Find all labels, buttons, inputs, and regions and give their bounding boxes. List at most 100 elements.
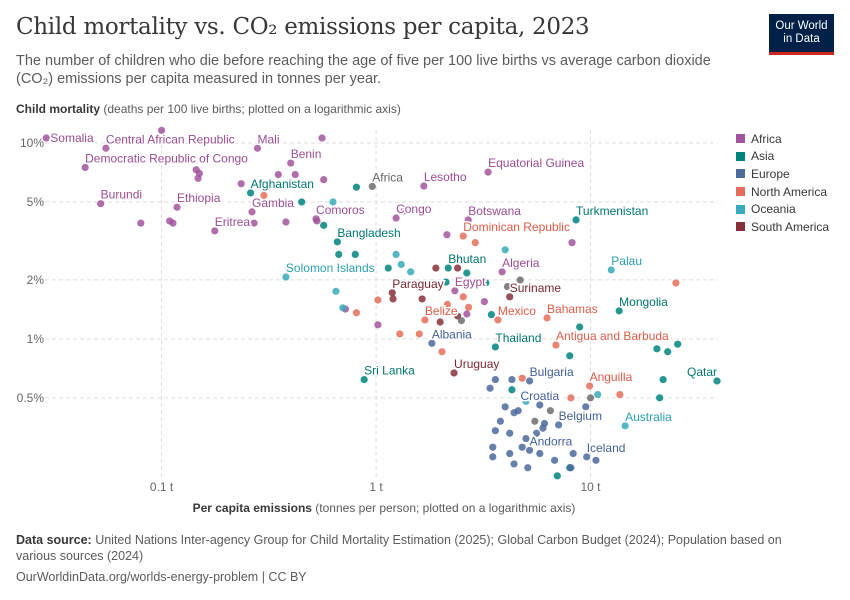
data-point[interactable]	[487, 311, 496, 319]
data-point[interactable]	[432, 264, 440, 272]
data-point-antigua-and-barbuda[interactable]	[552, 341, 560, 349]
data-point[interactable]	[457, 317, 466, 325]
data-point-dominican-republic[interactable]	[459, 232, 467, 240]
data-point-lesotho[interactable]	[420, 182, 428, 190]
data-point[interactable]	[389, 295, 397, 303]
legend-item-asia[interactable]: Asia	[736, 148, 829, 166]
data-point[interactable]	[653, 345, 661, 353]
data-point-mongolia[interactable]	[615, 307, 623, 315]
data-point[interactable]	[463, 310, 471, 318]
legend-item-oceania[interactable]: Oceania	[736, 200, 829, 218]
data-point[interactable]	[539, 424, 547, 432]
data-point[interactable]	[318, 134, 326, 142]
data-point[interactable]	[329, 198, 337, 206]
data-point-iceland[interactable]	[583, 453, 591, 461]
data-point-albania[interactable]	[428, 339, 436, 347]
data-point-bhutan[interactable]	[444, 264, 452, 272]
data-point-benin[interactable]	[287, 159, 295, 167]
data-point[interactable]	[594, 390, 602, 399]
data-point-uruguay[interactable]	[450, 369, 458, 377]
data-point[interactable]	[463, 269, 471, 277]
data-point[interactable]	[508, 386, 516, 394]
data-point[interactable]	[551, 456, 559, 464]
data-point[interactable]	[443, 231, 451, 239]
data-point[interactable]	[453, 264, 462, 272]
data-point-thailand[interactable]	[491, 343, 499, 351]
data-point-suriname[interactable]	[506, 293, 514, 301]
data-point[interactable]	[508, 375, 516, 384]
data-point[interactable]	[392, 250, 400, 258]
data-point[interactable]	[536, 449, 544, 458]
data-point[interactable]	[282, 218, 290, 226]
data-point[interactable]	[567, 394, 575, 402]
data-point[interactable]	[501, 246, 509, 254]
data-point[interactable]	[567, 464, 575, 472]
data-point-mali[interactable]	[253, 144, 262, 152]
data-point[interactable]	[496, 417, 505, 425]
data-point[interactable]	[518, 374, 526, 382]
data-point[interactable]	[415, 330, 423, 338]
data-point[interactable]	[503, 282, 512, 291]
data-point-democratic-republic-of-congo[interactable]	[81, 163, 89, 172]
data-point[interactable]	[384, 264, 392, 272]
data-point-solomon-islands[interactable]	[282, 273, 290, 281]
data-point[interactable]	[291, 170, 299, 179]
data-point[interactable]	[438, 348, 446, 356]
data-point[interactable]	[464, 303, 473, 311]
data-point[interactable]	[506, 429, 514, 437]
data-point-anguilla[interactable]	[585, 382, 594, 390]
data-point[interactable]	[586, 394, 595, 402]
data-point-africa[interactable]	[368, 182, 376, 191]
data-point[interactable]	[320, 176, 328, 184]
legend-item-africa[interactable]: Africa	[736, 130, 829, 148]
data-point-burundi[interactable]	[97, 200, 105, 208]
data-point[interactable]	[436, 318, 444, 326]
data-point-australia[interactable]	[621, 422, 629, 430]
data-point-ethiopia[interactable]	[173, 203, 181, 211]
data-point[interactable]	[656, 394, 664, 402]
data-point[interactable]	[516, 276, 524, 284]
data-point[interactable]	[664, 348, 672, 356]
data-point[interactable]	[532, 429, 541, 437]
data-point[interactable]	[274, 170, 282, 179]
legend-item-europe[interactable]: Europe	[736, 165, 829, 183]
data-point[interactable]	[352, 183, 361, 191]
data-point-bangladesh[interactable]	[333, 238, 341, 246]
data-point[interactable]	[298, 198, 306, 206]
data-point[interactable]	[522, 434, 530, 443]
data-point-equatorial-guinea[interactable]	[484, 168, 492, 176]
data-point[interactable]	[582, 403, 590, 411]
data-point-belgium[interactable]	[555, 421, 563, 429]
data-point[interactable]	[531, 417, 539, 425]
data-point-sri-lanka[interactable]	[360, 375, 368, 384]
data-point[interactable]	[459, 293, 467, 301]
data-point[interactable]	[352, 309, 361, 317]
data-point[interactable]	[137, 219, 145, 227]
data-point-afghanistan[interactable]	[246, 189, 255, 197]
data-point[interactable]	[553, 472, 561, 480]
data-point-eritrea[interactable]	[211, 227, 219, 235]
data-point[interactable]	[501, 403, 509, 411]
data-point[interactable]	[506, 449, 514, 458]
data-point[interactable]	[396, 330, 404, 338]
data-point[interactable]	[489, 453, 497, 461]
data-point[interactable]	[482, 279, 490, 287]
data-point-somalia[interactable]	[42, 134, 50, 142]
data-point-egypt[interactable]	[451, 287, 459, 295]
data-point-comoros[interactable]	[312, 215, 320, 223]
data-point[interactable]	[510, 460, 518, 468]
data-point[interactable]	[616, 390, 624, 399]
data-point-qatar[interactable]	[713, 377, 721, 385]
data-point[interactable]	[321, 207, 329, 215]
data-point[interactable]	[374, 296, 382, 304]
data-point[interactable]	[351, 250, 359, 258]
data-point[interactable]	[491, 375, 499, 384]
data-point[interactable]	[237, 180, 245, 188]
legend-item-north-america[interactable]: North America	[736, 183, 829, 201]
data-point[interactable]	[339, 304, 347, 312]
data-point[interactable]	[407, 268, 415, 276]
data-point-botswana[interactable]	[464, 216, 472, 224]
data-point[interactable]	[471, 239, 479, 247]
data-point-congo[interactable]	[392, 214, 400, 222]
data-point[interactable]	[672, 279, 680, 287]
